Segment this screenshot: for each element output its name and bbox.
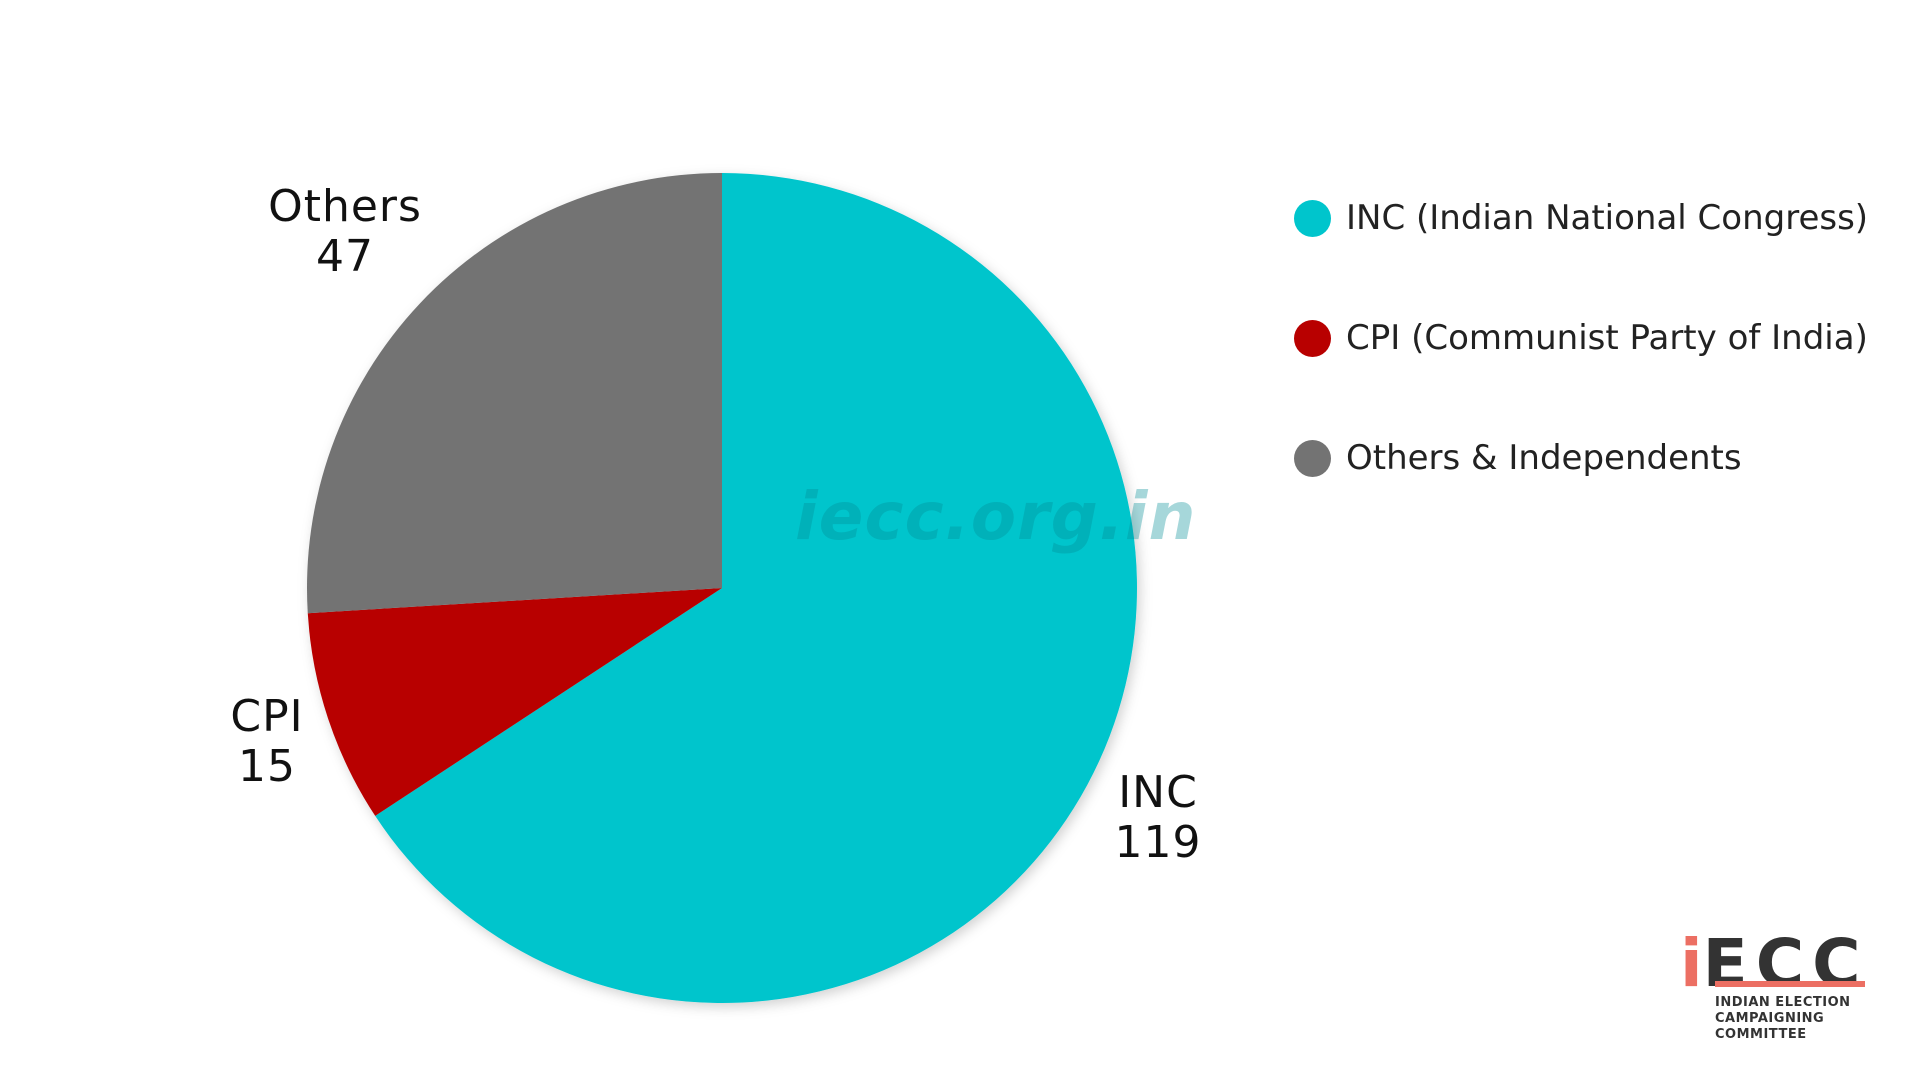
legend-label-cpi: CPI (Communist Party of India) (1346, 318, 1868, 358)
pie-slice-others (307, 173, 722, 614)
legend-label-inc: INC (Indian National Congress) (1346, 198, 1869, 238)
iecc-logo: iECC INDIAN ELECTION CAMPAIGNING COMMITT… (1680, 870, 1900, 1070)
legend: INC (Indian National Congress) CPI (Comm… (1294, 193, 1868, 553)
logo-mark: iECC (1680, 925, 1869, 1002)
data-label-inc-value: 119 (1114, 817, 1202, 868)
pie-slice-cpi (307, 588, 722, 816)
legend-item-inc: INC (Indian National Congress) (1294, 193, 1868, 243)
logo-subtitle: INDIAN ELECTION CAMPAIGNING COMMITTEE (1715, 995, 1851, 1042)
legend-label-others: Others & Independents (1346, 438, 1742, 478)
legend-swatch-cpi (1294, 319, 1331, 357)
legend-item-cpi: CPI (Communist Party of India) (1294, 313, 1868, 363)
logo-bar (1715, 981, 1865, 987)
data-label-others-name: Others (268, 181, 422, 232)
data-label-others: Others 47 (255, 182, 435, 282)
data-label-others-value: 47 (316, 231, 374, 282)
data-label-inc-name: INC (1118, 767, 1198, 818)
data-label-inc: INC 119 (1098, 768, 1218, 868)
data-label-cpi-value: 15 (238, 741, 296, 792)
watermark: iecc.org.in (795, 478, 1197, 555)
pie-slices (307, 173, 1137, 1004)
legend-swatch-inc (1294, 199, 1331, 237)
data-label-cpi: CPI 15 (207, 692, 327, 792)
data-label-cpi-name: CPI (230, 691, 304, 742)
legend-swatch-others (1294, 439, 1331, 477)
legend-item-others: Others & Independents (1294, 433, 1868, 483)
pie-slice-inc (375, 173, 1137, 1004)
